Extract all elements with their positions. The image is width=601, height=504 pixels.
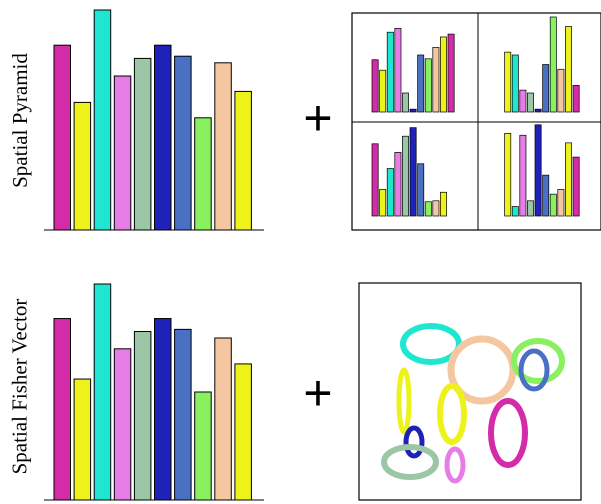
- pyramid-cell-2-bar: [565, 26, 572, 113]
- spatial-fisher-histogram-bar: [214, 337, 232, 501]
- pyramid-cell-2-bar: [527, 92, 534, 113]
- pyramid-cell-2-bar: [519, 89, 527, 113]
- pyramid-cell-1-bar: [417, 54, 425, 113]
- plus-sign-top: +: [303, 90, 333, 146]
- spatial-pyramid-histogram-bar: [214, 62, 232, 231]
- pyramid-cell-2-bar: [557, 68, 565, 113]
- gaussian-ellipse: [488, 398, 528, 468]
- pyramid-cell-1-bar: [424, 58, 432, 113]
- pyramid-cell-3-bar: [424, 201, 432, 217]
- pyramid-cell-4-bar: [519, 134, 527, 217]
- pyramid-cell-3-bar: [409, 127, 417, 217]
- pyramid-cell-4-bar: [542, 174, 550, 217]
- pyramid-cell-1-bar: [409, 108, 417, 113]
- pyramid-cell-1-bar: [440, 36, 447, 113]
- pyramid-cell-3-bar: [386, 168, 394, 217]
- pyramid-cell-4-bar: [504, 133, 512, 217]
- pyramid-cell-2-bar: [572, 85, 580, 113]
- gaussian-ellipse: [400, 323, 462, 365]
- gaussian-ellipse: [447, 335, 517, 405]
- pyramid-cell-1-bar: [432, 47, 440, 113]
- pyramid-cell-4-bar: [511, 206, 519, 217]
- spatial-fisher-histogram-bar: [194, 391, 212, 501]
- spatial-pyramid-histogram-bar: [53, 44, 71, 231]
- pyramid-cell-3-bar: [379, 189, 387, 217]
- spatial-pyramid-histogram-bar: [174, 55, 192, 231]
- spatial-fisher-histogram-bar: [133, 331, 152, 501]
- pyramid-cell-2-bar: [549, 16, 557, 113]
- pyramid-cell-2-bar: [534, 108, 542, 113]
- spatial-pyramid-grid: [351, 12, 601, 231]
- pyramid-cell-4-bar: [534, 124, 542, 217]
- pyramid-cell-2-bar: [511, 54, 519, 113]
- pyramid-cell-4-bar: [572, 156, 580, 217]
- spatial-pyramid-histogram-bar: [73, 101, 92, 231]
- spatial-pyramid-histogram-bar: [133, 57, 152, 231]
- pyramid-cell-1-bar: [379, 69, 387, 113]
- spatial-fisher-histogram-bar: [174, 328, 192, 501]
- gaussian-ellipse: [518, 348, 550, 392]
- pyramid-cell-1-bar: [394, 28, 402, 113]
- spatial-pyramid-histogram-bar: [93, 9, 112, 231]
- spatial-pyramid-histogram-bar: [154, 44, 172, 231]
- pyramid-cell-4-bar: [557, 189, 565, 217]
- pyramid-cell-3-bar: [417, 163, 425, 217]
- histogram-spatial-fisher-vector: [44, 283, 264, 501]
- pyramid-cell-3-bar: [432, 200, 440, 217]
- gaussian-panel-frame: [358, 282, 582, 501]
- spatial-fisher-histogram-bar: [234, 363, 252, 501]
- spatial-fisher-histogram-bar: [154, 318, 172, 501]
- gaussian-mixture-panel: [358, 282, 582, 501]
- pyramid-cell-2-bar: [504, 51, 512, 113]
- pyramid-cell-3-bar: [440, 191, 447, 217]
- pyramid-cell-4-bar: [549, 193, 557, 217]
- gaussian-ellipse: [437, 383, 467, 445]
- histogram-spatial-pyramid: [44, 9, 264, 231]
- pyramid-cell-1-bar: [371, 59, 379, 113]
- gaussian-ellipse: [381, 444, 439, 480]
- pyramid-cell-3-bar: [394, 152, 402, 217]
- pyramid-cell-1-bar: [386, 31, 394, 113]
- spatial-fisher-histogram-bar: [93, 283, 112, 501]
- gaussian-ellipse: [444, 446, 466, 484]
- pyramid-cell-4-bar: [565, 142, 572, 217]
- spatial-pyramid-histogram-bar: [194, 117, 212, 231]
- gaussian-ellipse: [396, 367, 412, 435]
- pyramid-cell-1-bar: [447, 33, 455, 113]
- spatial-fisher-histogram-bar: [53, 318, 71, 501]
- pyramid-cell-2-bar: [542, 64, 550, 113]
- spatial-pyramid-histogram-bar: [113, 75, 132, 231]
- spatial-pyramid-histogram-bar: [234, 90, 252, 231]
- spatial-fisher-histogram-bar: [113, 348, 132, 501]
- gaussian-ellipse: [511, 338, 565, 384]
- spatial-fisher-histogram-bar: [73, 378, 92, 501]
- pyramid-cell-4-bar: [527, 200, 534, 217]
- pyramid-cell-3-bar: [402, 135, 409, 217]
- pyramid-cell-3-bar: [371, 143, 379, 217]
- gaussian-ellipse: [403, 425, 425, 459]
- pyramid-cell-1-bar: [402, 92, 409, 113]
- plus-sign-bottom: +: [303, 365, 333, 421]
